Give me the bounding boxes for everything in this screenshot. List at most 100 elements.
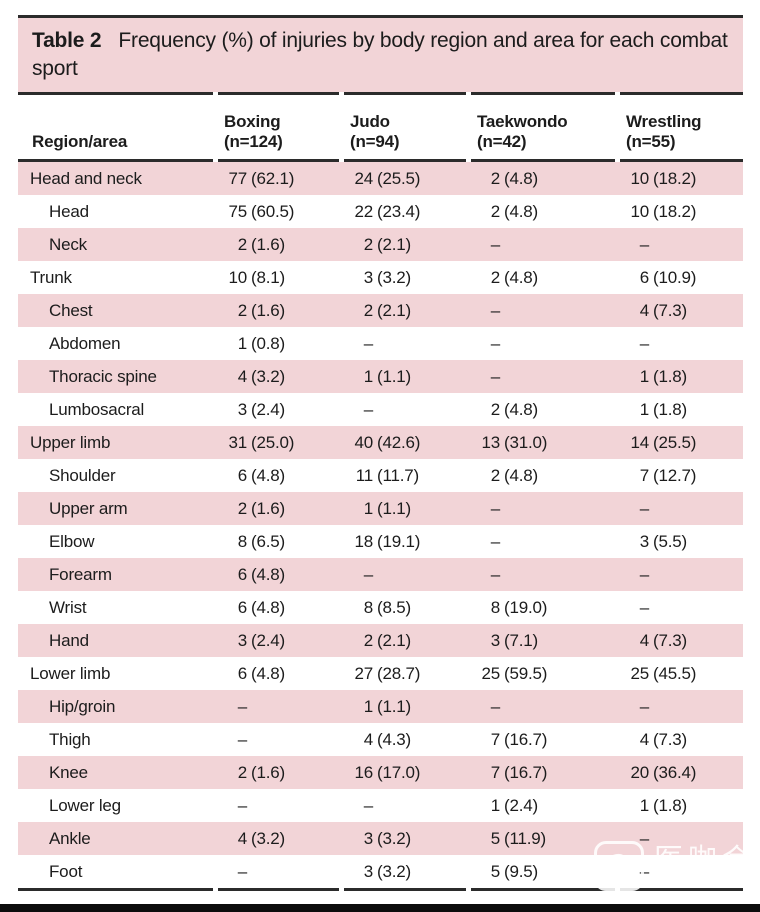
table-row: Trunk 10 (8.1) 3 (3.2) 2 (4.8) 6 (10.9) [18, 261, 743, 294]
count-value: 6 [237, 564, 247, 584]
table-row: Head 75 (60.5) 22 (23.4) 2 (4.8) 10 (18.2) [18, 195, 743, 228]
value-cell-boxing: 2 (1.6) [215, 301, 341, 321]
header-divider-rule [18, 159, 743, 162]
count-value: 1 [363, 366, 373, 386]
count-value: 75 [228, 201, 247, 221]
count-value: 4 [639, 300, 649, 320]
count-value: – [237, 729, 247, 749]
column-header-n: (n=124) [224, 132, 283, 151]
value-cell-wrestling: – [617, 862, 743, 882]
percent-value: (42.6) [377, 432, 421, 452]
table-row: Hand 3 (2.4) 2 (2.1) 3 (7.1) 4 (7.3) [18, 624, 743, 657]
table-header-row: Region/area Boxing (n=124) Judo (n=94) T… [18, 95, 743, 159]
count-value: – [490, 531, 500, 551]
row-label-cell: Thoracic spine [18, 367, 215, 387]
value-cell-wrestling: – [617, 334, 743, 354]
value-cell-boxing: 4 (3.2) [215, 829, 341, 849]
table-row: Shoulder 6 (4.8) 11 (11.7) 2 (4.8) 7 (12.7) [18, 459, 743, 492]
percent-value: (2.4) [504, 795, 538, 815]
percent-value: (5.5) [653, 531, 687, 551]
value-cell-taekwondo: 2 (4.8) [468, 169, 617, 189]
count-value: 3 [363, 267, 373, 287]
row-label-cell: Shoulder [18, 466, 215, 486]
count-value: 77 [228, 168, 247, 188]
count-value: – [639, 861, 649, 881]
value-cell-boxing: – [215, 697, 341, 717]
row-label: Lower limb [30, 663, 111, 683]
table-row: Neck 2 (1.6) 2 (2.1) – – [18, 228, 743, 261]
count-value: 6 [237, 465, 247, 485]
value-cell-judo: 3 (3.2) [341, 862, 468, 882]
row-label: Neck [49, 234, 87, 254]
count-value: – [639, 234, 649, 254]
value-cell-judo: 22 (23.4) [341, 202, 468, 222]
value-cell-judo: 2 (2.1) [341, 301, 468, 321]
value-cell-judo: 4 (4.3) [341, 730, 468, 750]
count-value: 25 [481, 663, 500, 683]
value-cell-wrestling: 4 (7.3) [617, 730, 743, 750]
value-cell-wrestling: – [617, 829, 743, 849]
value-cell-boxing: 77 (62.1) [215, 169, 341, 189]
percent-value: (1.1) [377, 696, 411, 716]
value-cell-taekwondo: 8 (19.0) [468, 598, 617, 618]
percent-value: (8.1) [251, 267, 285, 287]
table-caption-text: Frequency (%) of injuries by body region… [32, 29, 728, 80]
value-cell-boxing: 6 (4.8) [215, 466, 341, 486]
value-cell-boxing: 2 (1.6) [215, 763, 341, 783]
count-value: 14 [630, 432, 649, 452]
table-row: Chest 2 (1.6) 2 (2.1) – 4 (7.3) [18, 294, 743, 327]
table-row: Wrist 6 (4.8) 8 (8.5) 8 (19.0) – [18, 591, 743, 624]
percent-value: (28.7) [377, 663, 421, 683]
row-label-cell: Ankle [18, 829, 215, 849]
value-cell-taekwondo: 7 (16.7) [468, 763, 617, 783]
value-cell-judo: 3 (3.2) [341, 829, 468, 849]
percent-value: (2.1) [377, 234, 411, 254]
count-value: 3 [237, 399, 247, 419]
value-cell-judo: – [341, 565, 468, 585]
percent-value: (25.0) [251, 432, 295, 452]
percent-value: (4.8) [504, 267, 538, 287]
count-value: 10 [630, 168, 649, 188]
count-value: 3 [639, 531, 649, 551]
percent-value: (19.0) [504, 597, 548, 617]
column-header-n: (n=94) [350, 132, 400, 151]
percent-value: (3.2) [251, 366, 285, 386]
value-cell-taekwondo: – [468, 367, 617, 387]
count-value: 24 [354, 168, 373, 188]
count-value: 1 [363, 696, 373, 716]
column-header-taekwondo: Taekwondo (n=42) [468, 112, 617, 152]
row-label: Lumbosacral [49, 399, 145, 419]
count-value: 2 [490, 399, 500, 419]
table-row: Lumbosacral 3 (2.4) – 2 (4.8) 1 (1.8) [18, 393, 743, 426]
value-cell-wrestling: 7 (12.7) [617, 466, 743, 486]
row-label: Forearm [49, 564, 112, 584]
value-cell-wrestling: 3 (5.5) [617, 532, 743, 552]
value-cell-wrestling: – [617, 565, 743, 585]
table-row: Forearm 6 (4.8) – – – [18, 558, 743, 591]
count-value: 1 [363, 498, 373, 518]
count-value: 6 [237, 597, 247, 617]
count-value: 4 [639, 729, 649, 749]
count-value: 4 [237, 828, 247, 848]
count-value: – [639, 828, 649, 848]
count-value: – [639, 597, 649, 617]
column-header-name: Judo [350, 112, 390, 131]
value-cell-taekwondo: 25 (59.5) [468, 664, 617, 684]
count-value: 25 [630, 663, 649, 683]
count-value: – [237, 795, 247, 815]
percent-value: (17.0) [377, 762, 421, 782]
column-header-n: (n=55) [626, 132, 676, 151]
percent-value: (4.8) [251, 465, 285, 485]
count-value: 1 [639, 399, 649, 419]
count-value: 6 [639, 267, 649, 287]
value-cell-judo: 1 (1.1) [341, 697, 468, 717]
count-value: 31 [228, 432, 247, 452]
percent-value: (4.3) [377, 729, 411, 749]
caption-divider-rule [18, 92, 743, 95]
value-cell-boxing: – [215, 796, 341, 816]
table-row: Hip/groin – 1 (1.1) – – [18, 690, 743, 723]
column-header-name: Taekwondo [477, 112, 568, 131]
percent-value: (16.7) [504, 729, 548, 749]
count-value: 4 [363, 729, 373, 749]
value-cell-taekwondo: – [468, 499, 617, 519]
